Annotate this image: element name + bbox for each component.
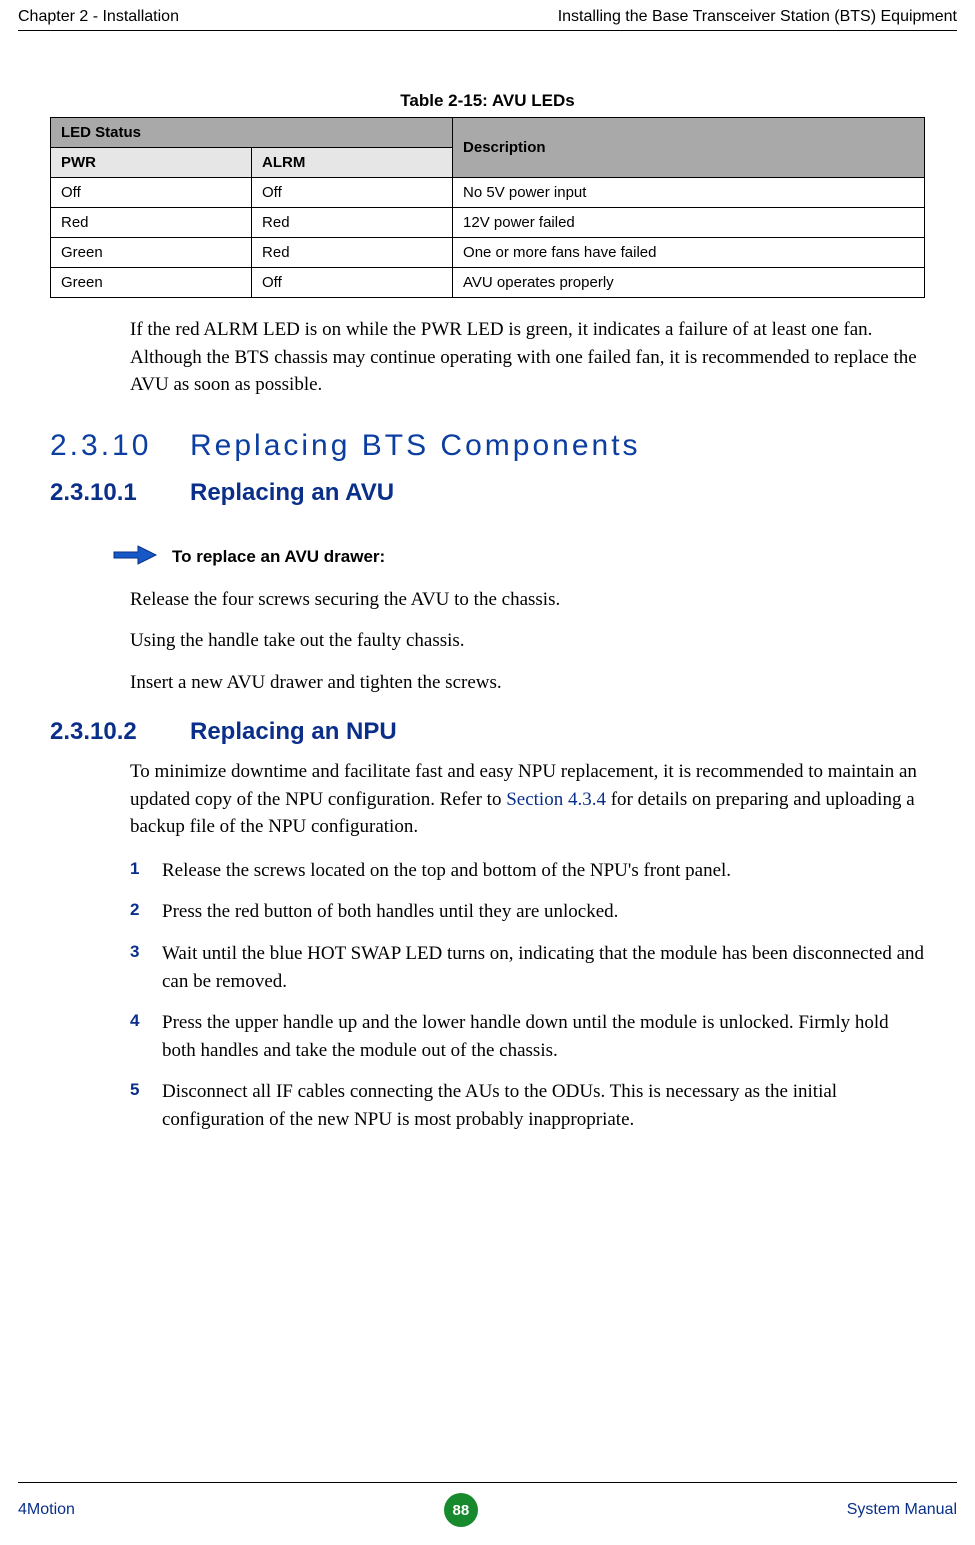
content-area: Table 2-15: AVU LEDs LED Status Descript…: [0, 31, 975, 1133]
cell-pwr: Green: [51, 268, 252, 298]
page-number-badge: 88: [444, 1493, 478, 1527]
list-text: Disconnect all IF cables connecting the …: [162, 1078, 925, 1133]
footer-left-link[interactable]: 4Motion: [18, 1501, 75, 1519]
list-text: Release the screws located on the top an…: [162, 857, 731, 885]
cell-pwr: Off: [51, 178, 252, 208]
list-number: 3: [130, 940, 162, 962]
list-item: 1 Release the screws located on the top …: [130, 857, 925, 885]
cell-desc: 12V power failed: [453, 208, 925, 238]
table-row: Red Red 12V power failed: [51, 208, 925, 238]
heading-3b: 2.3.10.2 Replacing an NPU: [50, 718, 925, 746]
th-description: Description: [453, 118, 925, 178]
npu-intro-paragraph: To minimize downtime and facilitate fast…: [130, 758, 925, 841]
page: Chapter 2 - Installation Installing the …: [0, 0, 975, 1545]
th-led-status: LED Status: [51, 118, 453, 148]
page-footer: 4Motion 88 System Manual: [0, 1482, 975, 1527]
list-number: 4: [130, 1009, 162, 1031]
procedure-callout-label: To replace an AVU drawer:: [172, 547, 385, 567]
cell-desc: One or more fans have failed: [453, 238, 925, 268]
cell-alrm: Off: [252, 178, 453, 208]
cell-pwr: Red: [51, 208, 252, 238]
heading-3a-text: Replacing an AVU: [190, 479, 394, 507]
cell-desc: No 5V power input: [453, 178, 925, 208]
list-number: 5: [130, 1078, 162, 1100]
avu-leds-table: LED Status Description PWR ALRM Off Off …: [50, 117, 925, 298]
heading-2: 2.3.10 Replacing BTS Components: [50, 429, 925, 463]
cell-pwr: Green: [51, 238, 252, 268]
list-text: Wait until the blue HOT SWAP LED turns o…: [162, 940, 925, 995]
table-row: Green Red One or more fans have failed: [51, 238, 925, 268]
list-text: Press the upper handle up and the lower …: [162, 1009, 925, 1064]
heading-3b-number: 2.3.10.2: [50, 718, 190, 746]
procedure-callout: To replace an AVU drawer:: [112, 543, 925, 572]
heading-3b-text: Replacing an NPU: [190, 718, 397, 746]
footer-rule: [18, 1482, 957, 1483]
paragraph-after-table: If the red ALRM LED is on while the PWR …: [130, 316, 925, 399]
heading-3a-number: 2.3.10.1: [50, 479, 190, 507]
cell-alrm: Off: [252, 268, 453, 298]
avu-step: Release the four screws securing the AVU…: [130, 586, 925, 614]
cell-alrm: Red: [252, 238, 453, 268]
cell-desc: AVU operates properly: [453, 268, 925, 298]
cross-reference-link[interactable]: Section 4.3.4: [506, 789, 606, 810]
list-item: 5 Disconnect all IF cables connecting th…: [130, 1078, 925, 1133]
list-item: 4 Press the upper handle up and the lowe…: [130, 1009, 925, 1064]
th-pwr: PWR: [51, 148, 252, 178]
heading-2-text: Replacing BTS Components: [190, 429, 641, 463]
list-number: 2: [130, 898, 162, 920]
list-item: 3 Wait until the blue HOT SWAP LED turns…: [130, 940, 925, 995]
running-header-left: Chapter 2 - Installation: [18, 8, 179, 26]
list-item: 2 Press the red button of both handles u…: [130, 898, 925, 926]
table-header-row-1: LED Status Description: [51, 118, 925, 148]
running-header-right: Installing the Base Transceiver Station …: [558, 8, 957, 26]
table-row: Green Off AVU operates properly: [51, 268, 925, 298]
arrow-icon: [112, 543, 158, 572]
footer-row: 4Motion 88 System Manual: [0, 1493, 975, 1527]
running-header: Chapter 2 - Installation Installing the …: [0, 0, 975, 30]
npu-steps-list: 1 Release the screws located on the top …: [130, 857, 925, 1133]
th-alrm: ALRM: [252, 148, 453, 178]
list-number: 1: [130, 857, 162, 879]
cell-alrm: Red: [252, 208, 453, 238]
avu-step: Using the handle take out the faulty cha…: [130, 627, 925, 655]
table-caption: Table 2-15: AVU LEDs: [50, 91, 925, 111]
table-row: Off Off No 5V power input: [51, 178, 925, 208]
footer-right-link[interactable]: System Manual: [847, 1501, 957, 1519]
heading-2-number: 2.3.10: [50, 429, 190, 463]
heading-3a: 2.3.10.1 Replacing an AVU: [50, 479, 925, 507]
avu-step: Insert a new AVU drawer and tighten the …: [130, 669, 925, 697]
list-text: Press the red button of both handles unt…: [162, 898, 618, 926]
page-number: 88: [444, 1493, 478, 1527]
